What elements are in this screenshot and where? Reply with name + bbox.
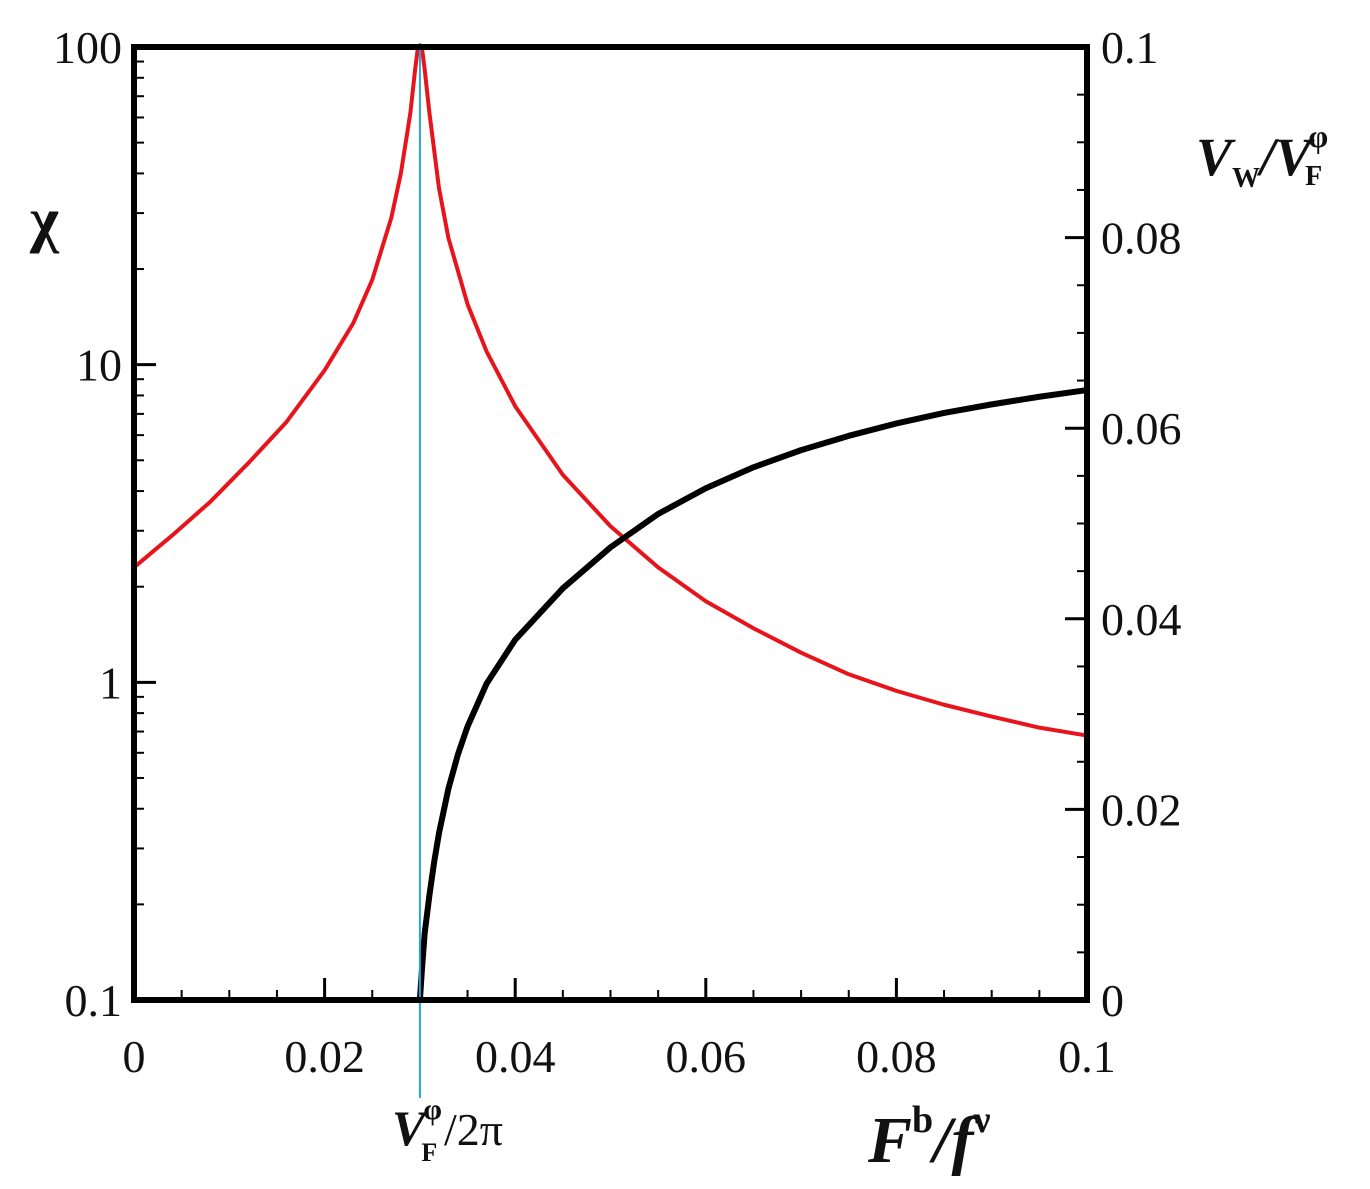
marker-label-sub: F <box>421 1138 437 1167</box>
series-chi-line <box>132 45 1089 738</box>
marker-label-rest: /2π <box>444 1104 503 1155</box>
x-label-main: F <box>867 1104 912 1177</box>
y-left-tick-label: 0.1 <box>65 975 123 1026</box>
x-tick-label: 0.08 <box>856 1031 937 1082</box>
x-label-sup2: ν <box>973 1099 991 1141</box>
plot-frame <box>131 44 1090 1003</box>
series-velocity-line <box>416 387 1090 1003</box>
y-left-axis-title: χ <box>29 186 60 254</box>
y-right-label-sup2: φ <box>1308 118 1328 154</box>
y-right-tick-label: 0.1 <box>1101 22 1159 73</box>
y-left-tick-label: 1 <box>99 657 122 708</box>
x-tick-label: 0.02 <box>284 1031 365 1082</box>
marker-label-sup: φ <box>423 1093 442 1126</box>
y-right-label-sub2: F <box>1305 161 1322 192</box>
y-right-label-main2: V <box>1275 127 1315 187</box>
y-right-axis-title: VW/VFφ <box>1196 118 1328 194</box>
x-tick-label: 0.06 <box>666 1031 747 1082</box>
y-right-tick-label: 0.06 <box>1101 403 1182 454</box>
vertical-marker-label: VFφ/2π <box>392 1093 503 1167</box>
x-tick-label: 0.04 <box>475 1031 556 1082</box>
y-right-label-main: V <box>1196 127 1236 187</box>
marker-label-main: V <box>392 1100 429 1156</box>
major-ticks <box>134 236 1087 1000</box>
y-right-label-sub: W <box>1232 163 1260 194</box>
x-tick-label: 0.1 <box>1058 1031 1116 1082</box>
x-tick-label: 0 <box>123 1031 146 1082</box>
x-axis-title: Fb/fν <box>867 1099 991 1177</box>
series-layer <box>132 45 1090 1003</box>
x-label-sup: b <box>912 1099 933 1141</box>
y-right-tick-label: 0 <box>1101 975 1124 1026</box>
y-left-tick-label: 10 <box>76 340 122 391</box>
y-right-tick-label: 0.04 <box>1101 594 1182 645</box>
y-right-tick-label: 0.02 <box>1101 784 1182 835</box>
y-left-tick-label: 100 <box>53 22 122 73</box>
tick-labels: 0 0.02 0.04 0.06 0.08 0.1 0.1 1 10 100 0 0.02 0.04 0.… <box>53 22 1182 1082</box>
y-right-tick-label: 0.08 <box>1101 213 1182 264</box>
